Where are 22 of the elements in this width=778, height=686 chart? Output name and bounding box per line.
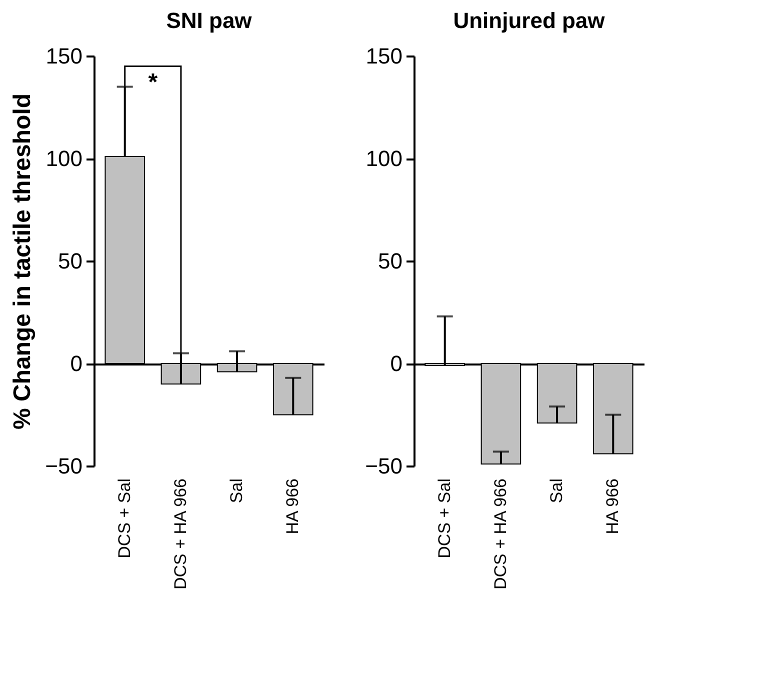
y-tick-label: 150 [366,44,402,68]
x-tick-label: DCS + HA 966 [490,478,510,590]
y-tick-label: 150 [46,44,82,68]
chart-title: SNI paw [166,8,253,33]
y-tick-label: 0 [70,351,82,376]
x-tick-label: DCS + HA 966 [170,478,190,590]
x-tick-label: Sal [547,478,566,504]
y-tick-label: 100 [366,146,402,171]
x-tick-label: HA 966 [603,478,622,534]
y-tick-label: −50 [365,454,402,478]
y-tick-label: 50 [378,248,402,274]
x-tick-label: DCS + Sal [114,478,134,558]
y-axis-title: % Change in tactile threshold [9,93,36,430]
x-tick-label: HA 966 [283,478,302,534]
y-tick-label: 50 [58,248,82,274]
annotation: * [148,69,158,96]
chart-title: Uninjured paw [453,8,606,33]
y-tick-label: −50 [45,454,82,478]
y-tick-label: 100 [46,146,82,171]
x-tick-label: Sal [227,478,246,504]
x-tick-label: DCS + Sal [434,478,454,558]
y-tick-label: 0 [390,351,402,376]
